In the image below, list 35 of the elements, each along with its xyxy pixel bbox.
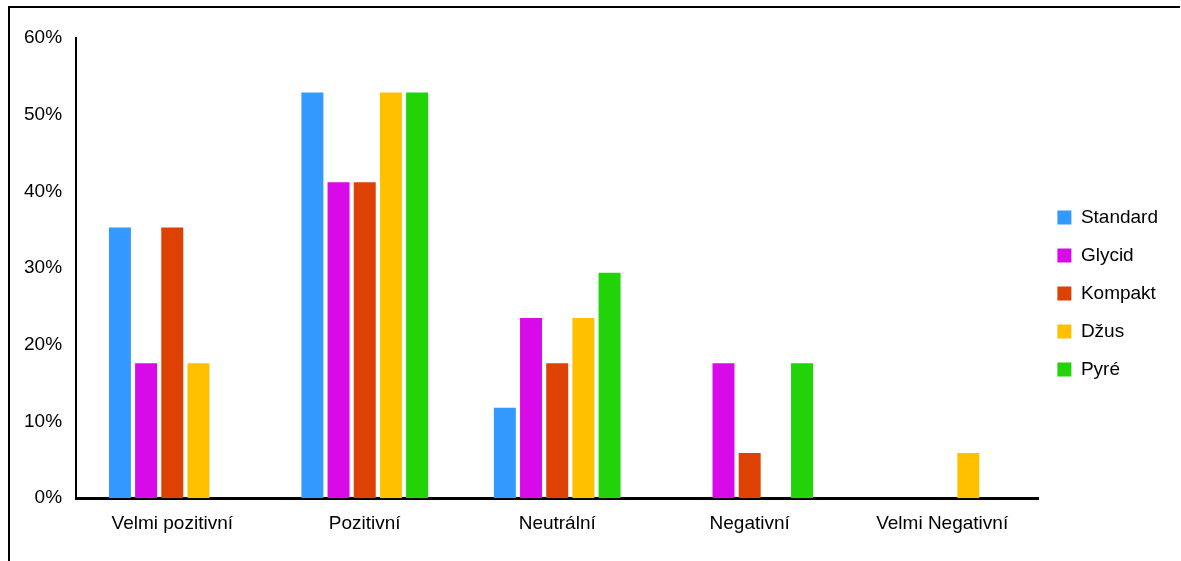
bar (546, 363, 569, 499)
legend-label: Glycid (1080, 243, 1134, 265)
y-tick-label: 0% (34, 486, 63, 508)
bar (161, 227, 184, 499)
bar (301, 92, 324, 499)
bar (327, 182, 350, 499)
legend-label: Džus (1080, 319, 1125, 341)
bar (379, 92, 402, 499)
bar (572, 317, 595, 499)
legend-label: Pyré (1080, 357, 1120, 379)
bar (406, 92, 429, 499)
x-tick-label: Neutrální (518, 511, 597, 533)
bar (135, 363, 158, 499)
y-tick-label: 10% (24, 409, 63, 431)
y-tick-label: 40% (24, 179, 63, 201)
bar (108, 227, 131, 499)
bar (712, 363, 735, 499)
legend-label: Kompakt (1080, 281, 1157, 303)
y-tick-label: 20% (24, 333, 63, 355)
bar (187, 363, 210, 499)
bar (598, 272, 621, 499)
bar (957, 452, 980, 499)
bar (520, 317, 543, 499)
bar (738, 452, 761, 499)
x-tick-label: Negativní (709, 511, 791, 533)
y-tick-label: 60% (24, 26, 63, 48)
legend-label: Standard (1080, 205, 1159, 227)
bar (791, 363, 814, 499)
x-tick-label: Velmi Negativní (876, 511, 1009, 533)
bar (353, 182, 376, 499)
y-tick-label: 30% (24, 256, 63, 278)
x-tick-label: Velmi pozitivní (111, 511, 234, 533)
bar (493, 407, 516, 499)
y-tick-label: 50% (24, 102, 63, 124)
x-tick-label: Pozitivní (328, 511, 402, 533)
